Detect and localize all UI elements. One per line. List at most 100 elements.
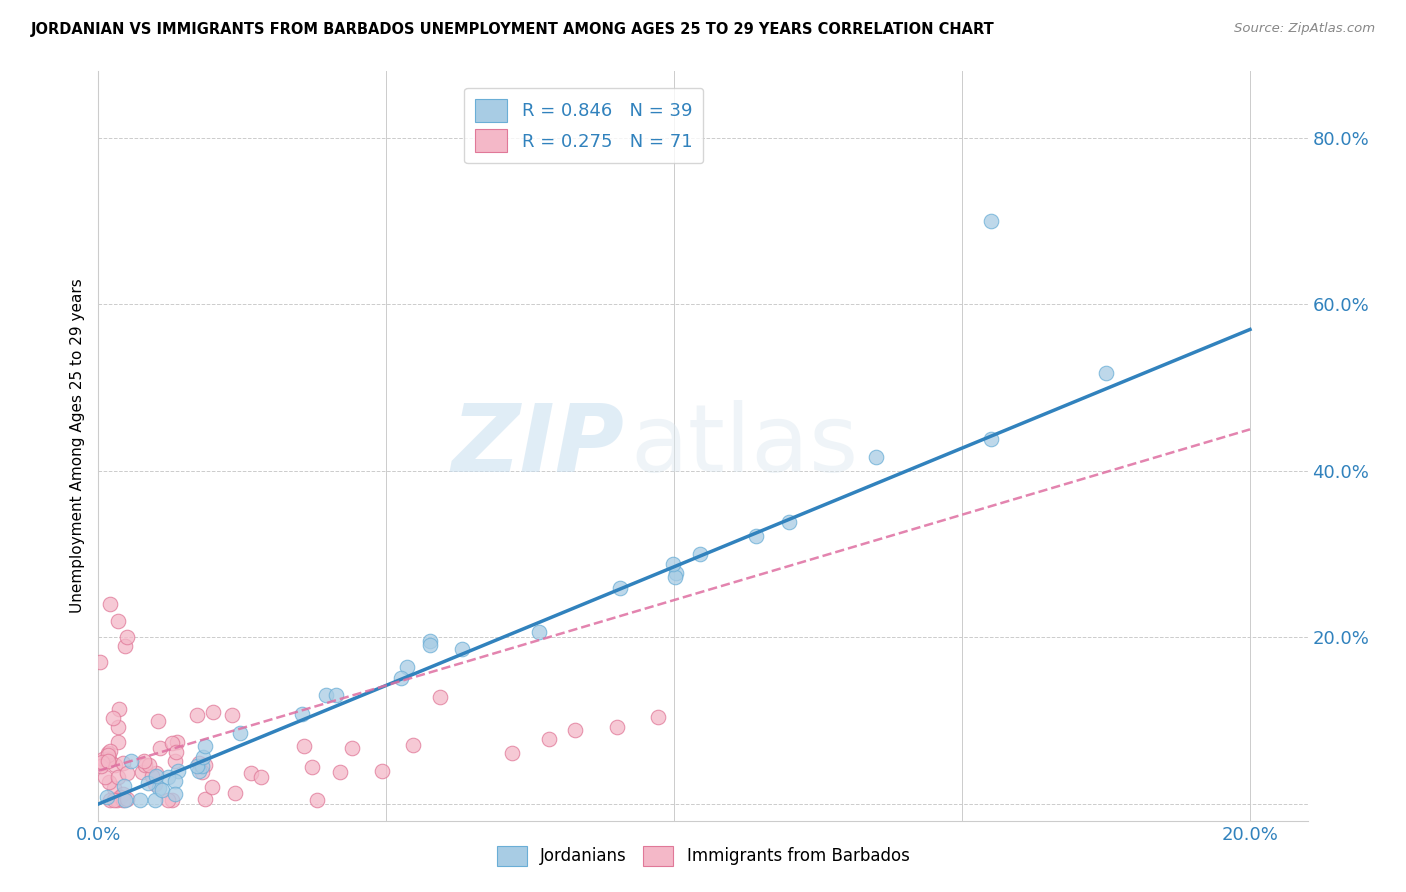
Point — [194, 758, 217, 772]
Point — [107, 614, 129, 628]
Point — [111, 793, 134, 807]
Point — [103, 711, 125, 725]
Point — [501, 746, 523, 760]
Point — [307, 793, 329, 807]
Point — [301, 760, 323, 774]
Point — [166, 764, 188, 778]
Point — [114, 639, 136, 653]
Point — [647, 710, 669, 724]
Point — [389, 671, 412, 685]
Point — [107, 770, 129, 784]
Point — [980, 214, 1002, 228]
Point — [665, 566, 688, 581]
Point — [606, 719, 628, 733]
Point — [98, 793, 121, 807]
Point — [150, 782, 173, 797]
Point — [191, 765, 214, 780]
Point — [91, 755, 114, 769]
Point — [89, 656, 111, 670]
Point — [141, 769, 163, 783]
Legend: Jordanians, Immigrants from Barbados: Jordanians, Immigrants from Barbados — [489, 839, 917, 872]
Point — [239, 765, 262, 780]
Point — [107, 702, 129, 716]
Point — [325, 688, 347, 702]
Point — [131, 765, 153, 780]
Point — [371, 764, 394, 778]
Point — [402, 738, 425, 752]
Point — [114, 793, 136, 807]
Point — [145, 766, 167, 780]
Point — [128, 793, 150, 807]
Point — [90, 758, 112, 772]
Point — [115, 631, 138, 645]
Text: Source: ZipAtlas.com: Source: ZipAtlas.com — [1234, 22, 1375, 36]
Point — [165, 745, 187, 759]
Point — [103, 781, 125, 796]
Point — [315, 688, 337, 702]
Point — [97, 754, 120, 768]
Point — [160, 793, 183, 807]
Point — [103, 793, 125, 807]
Point — [134, 757, 156, 772]
Point — [163, 754, 186, 768]
Point — [745, 528, 768, 542]
Text: atlas: atlas — [630, 400, 859, 492]
Point — [980, 432, 1002, 446]
Point — [689, 547, 711, 561]
Point — [419, 638, 441, 652]
Point — [162, 736, 184, 750]
Point — [136, 776, 159, 790]
Point — [146, 714, 169, 728]
Point — [340, 740, 363, 755]
Point — [221, 707, 243, 722]
Point — [143, 777, 166, 791]
Point — [111, 756, 134, 771]
Point — [290, 707, 312, 722]
Point — [143, 793, 166, 807]
Point — [201, 705, 224, 719]
Point — [94, 770, 117, 784]
Point — [107, 720, 129, 734]
Point — [329, 764, 352, 779]
Text: ZIP: ZIP — [451, 400, 624, 492]
Point — [194, 792, 217, 806]
Point — [145, 769, 167, 783]
Point — [97, 747, 120, 762]
Point — [156, 793, 179, 807]
Point — [186, 707, 208, 722]
Point — [193, 749, 215, 764]
Point — [134, 754, 156, 768]
Point — [187, 764, 209, 779]
Point — [609, 581, 631, 595]
Point — [104, 758, 127, 772]
Point — [163, 787, 186, 801]
Point — [662, 557, 685, 571]
Point — [395, 660, 418, 674]
Point — [294, 739, 316, 753]
Point — [187, 756, 209, 770]
Point — [865, 450, 887, 465]
Point — [110, 789, 132, 804]
Point — [194, 739, 217, 753]
Point — [429, 690, 451, 705]
Y-axis label: Unemployment Among Ages 25 to 29 years: Unemployment Among Ages 25 to 29 years — [69, 278, 84, 614]
Point — [419, 634, 441, 648]
Point — [201, 780, 224, 794]
Point — [156, 770, 179, 784]
Point — [91, 752, 114, 766]
Point — [96, 752, 118, 766]
Point — [664, 570, 686, 584]
Text: JORDANIAN VS IMMIGRANTS FROM BARBADOS UNEMPLOYMENT AMONG AGES 25 TO 29 YEARS COR: JORDANIAN VS IMMIGRANTS FROM BARBADOS UN… — [31, 22, 994, 37]
Point — [564, 723, 586, 738]
Point — [191, 758, 214, 772]
Point — [163, 774, 186, 789]
Point — [166, 734, 188, 748]
Point — [107, 793, 129, 807]
Point — [451, 642, 474, 657]
Point — [228, 726, 250, 740]
Point — [778, 515, 800, 529]
Point — [111, 787, 134, 801]
Point — [249, 770, 271, 784]
Point — [97, 747, 120, 761]
Point — [98, 744, 121, 758]
